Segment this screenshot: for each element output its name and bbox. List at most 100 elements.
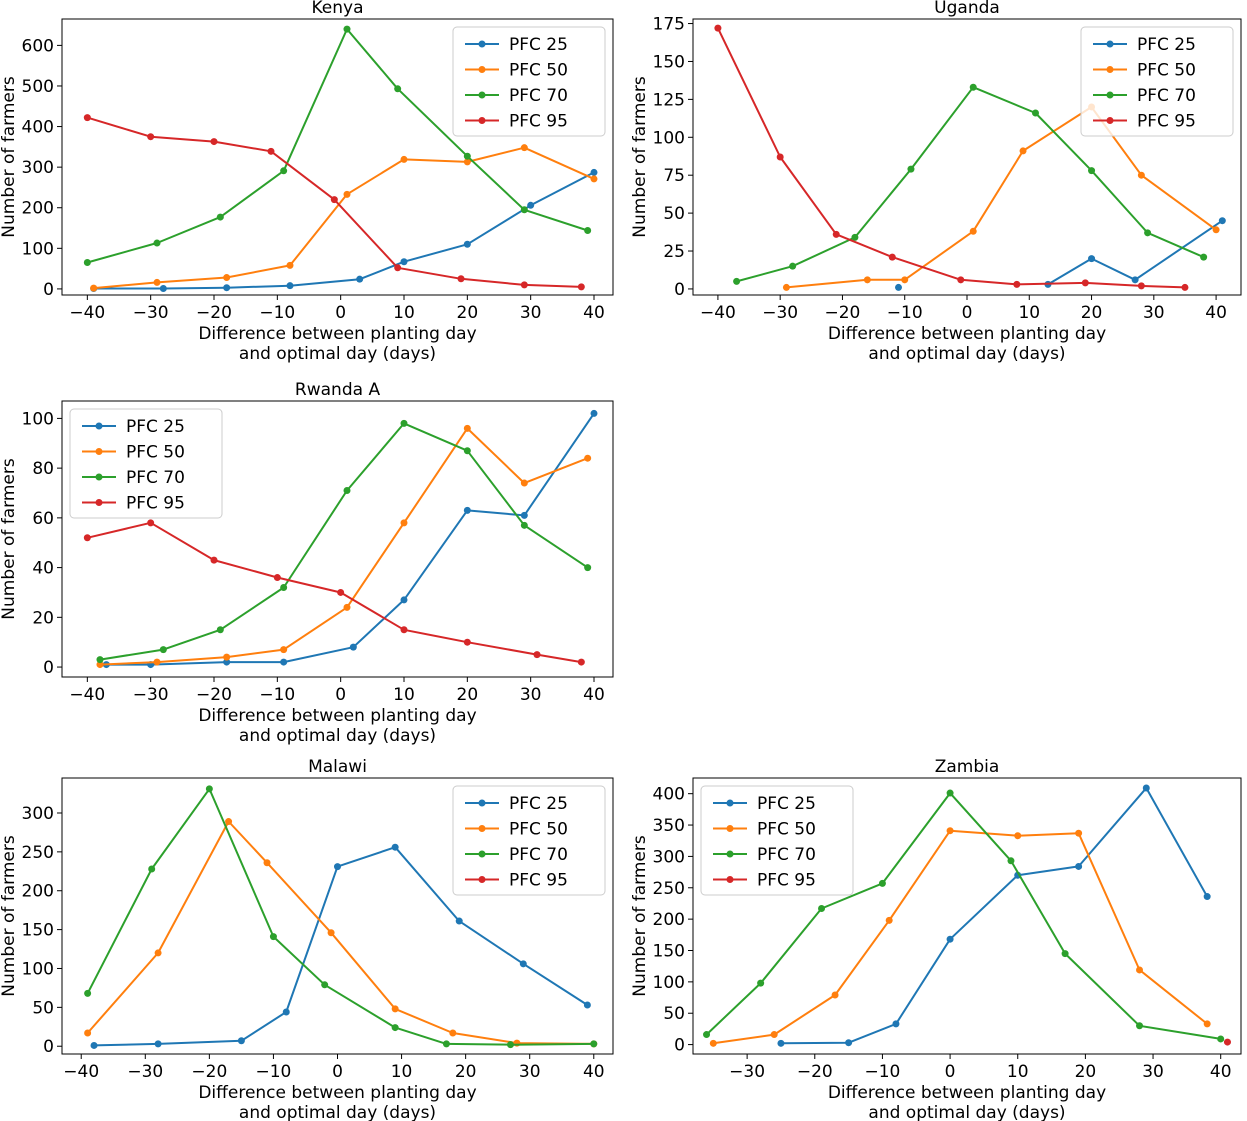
x-tick-label: −10 [259, 303, 295, 323]
data-point-pfc-70 [818, 904, 826, 912]
y-tick-label: 125 [653, 90, 685, 110]
data-point-pfc-50 [463, 158, 471, 166]
y-tick-label: 0 [674, 1036, 685, 1056]
data-point-pfc-25 [356, 275, 364, 283]
legend-swatch-marker [726, 876, 734, 883]
y-tick-label: 200 [653, 910, 685, 930]
x-tick-label: −10 [864, 1062, 900, 1082]
legend-label: PFC 70 [509, 845, 568, 865]
data-point-pfc-50 [946, 827, 954, 835]
legend-label: PFC 50 [126, 443, 185, 463]
y-tick-label: 0 [43, 1037, 54, 1057]
data-point-pfc-95 [457, 275, 465, 283]
x-tick-label: 40 [583, 685, 605, 705]
data-point-pfc-95 [394, 264, 402, 272]
x-tick-label: −30 [762, 303, 798, 323]
legend-label: PFC 25 [1137, 35, 1196, 55]
y-axis-label: Number of farmers [0, 76, 19, 238]
x-axis-label: Difference between planting day [828, 1083, 1106, 1103]
y-axis-label: Number of farmers [630, 76, 650, 238]
data-point-pfc-25 [583, 1001, 591, 1009]
data-point-pfc-50 [280, 646, 288, 654]
x-tick-label: −40 [700, 303, 736, 323]
data-point-pfc-95 [267, 147, 275, 155]
legend-label: PFC 95 [126, 494, 185, 514]
chart-title: Rwanda A [295, 380, 381, 400]
data-point-pfc-25 [237, 1037, 245, 1045]
data-point-pfc-50 [709, 1039, 717, 1047]
y-tick-label: 100 [22, 959, 54, 979]
data-point-pfc-70 [216, 213, 224, 221]
chart-title: Kenya [311, 0, 363, 18]
legend-swatch-marker [478, 66, 486, 73]
x-tick-label: 40 [583, 1062, 605, 1082]
data-point-pfc-25 [154, 1040, 162, 1048]
data-point-pfc-70 [946, 789, 954, 797]
data-point-pfc-70 [1007, 857, 1015, 865]
data-point-pfc-50 [153, 278, 161, 286]
legend-label: PFC 70 [126, 468, 185, 488]
x-tick-label: 20 [457, 303, 479, 323]
legend-label: PFC 70 [757, 845, 816, 865]
x-tick-label: 30 [1143, 303, 1165, 323]
chart-panel-malawi: Malawi −40 −30 −20 −10 0 10 20 30 40 0 50 100 150 200 2… [0, 757, 614, 1121]
data-point-pfc-95 [147, 133, 155, 141]
legend-swatch-marker [1106, 91, 1114, 99]
legend-swatch-marker [478, 799, 486, 807]
plot-frame [61, 400, 614, 678]
x-tick-label: 0 [962, 303, 973, 323]
data-point-pfc-95 [337, 588, 345, 596]
data-point-pfc-95 [1013, 280, 1021, 288]
data-point-pfc-95 [273, 574, 281, 582]
x-tick-label: 10 [1007, 1062, 1029, 1082]
data-point-pfc-70 [1136, 1022, 1144, 1030]
data-point-pfc-70 [1200, 253, 1208, 261]
data-point-pfc-50 [153, 658, 161, 666]
data-point-pfc-70 [1088, 167, 1096, 175]
data-point-pfc-50 [831, 991, 839, 999]
legend-label: PFC 25 [757, 794, 816, 814]
data-point-pfc-25 [1088, 255, 1096, 263]
legend: PFC 25 PFC 50 PFC 70 PFC 95 [452, 26, 606, 137]
x-tick-label: −20 [196, 303, 232, 323]
data-point-pfc-50 [520, 479, 528, 487]
data-point-pfc-25 [590, 168, 598, 176]
legend-swatch-marker [1106, 40, 1114, 48]
legend-swatch-marker [95, 473, 103, 481]
data-point-pfc-50 [584, 454, 592, 462]
data-point-pfc-50 [1203, 1020, 1211, 1028]
legend-label: PFC 95 [757, 871, 816, 891]
data-point-pfc-70 [520, 521, 528, 529]
data-point-pfc-50 [391, 1005, 399, 1013]
data-point-pfc-25 [845, 1039, 853, 1047]
data-point-pfc-95 [463, 638, 471, 646]
legend-swatch-marker [478, 876, 486, 883]
y-tick-label: 20 [32, 608, 54, 628]
x-tick-label: 10 [1018, 303, 1040, 323]
legend-swatch-marker [478, 825, 486, 832]
data-point-pfc-50 [1136, 966, 1144, 974]
data-point-pfc-50 [1212, 226, 1220, 234]
data-point-pfc-70 [442, 1040, 450, 1048]
x-tick-label: 20 [1075, 1062, 1097, 1082]
legend-label: PFC 70 [509, 86, 568, 106]
y-tick-label: 600 [22, 36, 54, 56]
x-tick-label: −20 [797, 1062, 833, 1082]
data-point-pfc-25 [286, 282, 294, 290]
data-point-pfc-50 [96, 661, 104, 669]
x-tick-label: 30 [520, 685, 542, 705]
chart-title: Zambia [935, 757, 1000, 777]
data-point-pfc-70 [269, 933, 277, 941]
data-point-pfc-70 [584, 564, 592, 572]
data-point-pfc-25 [946, 935, 954, 943]
data-point-pfc-50 [154, 949, 162, 957]
data-point-pfc-70 [907, 165, 915, 173]
x-tick-label: 20 [457, 685, 479, 705]
data-point-pfc-25 [519, 960, 527, 968]
legend-box [1080, 26, 1234, 137]
data-point-pfc-70 [343, 487, 351, 495]
data-point-pfc-95 [330, 196, 338, 204]
x-axis-label: Difference between planting day [828, 324, 1106, 344]
y-tick-label: 80 [32, 459, 54, 479]
data-point-pfc-95 [210, 556, 218, 564]
